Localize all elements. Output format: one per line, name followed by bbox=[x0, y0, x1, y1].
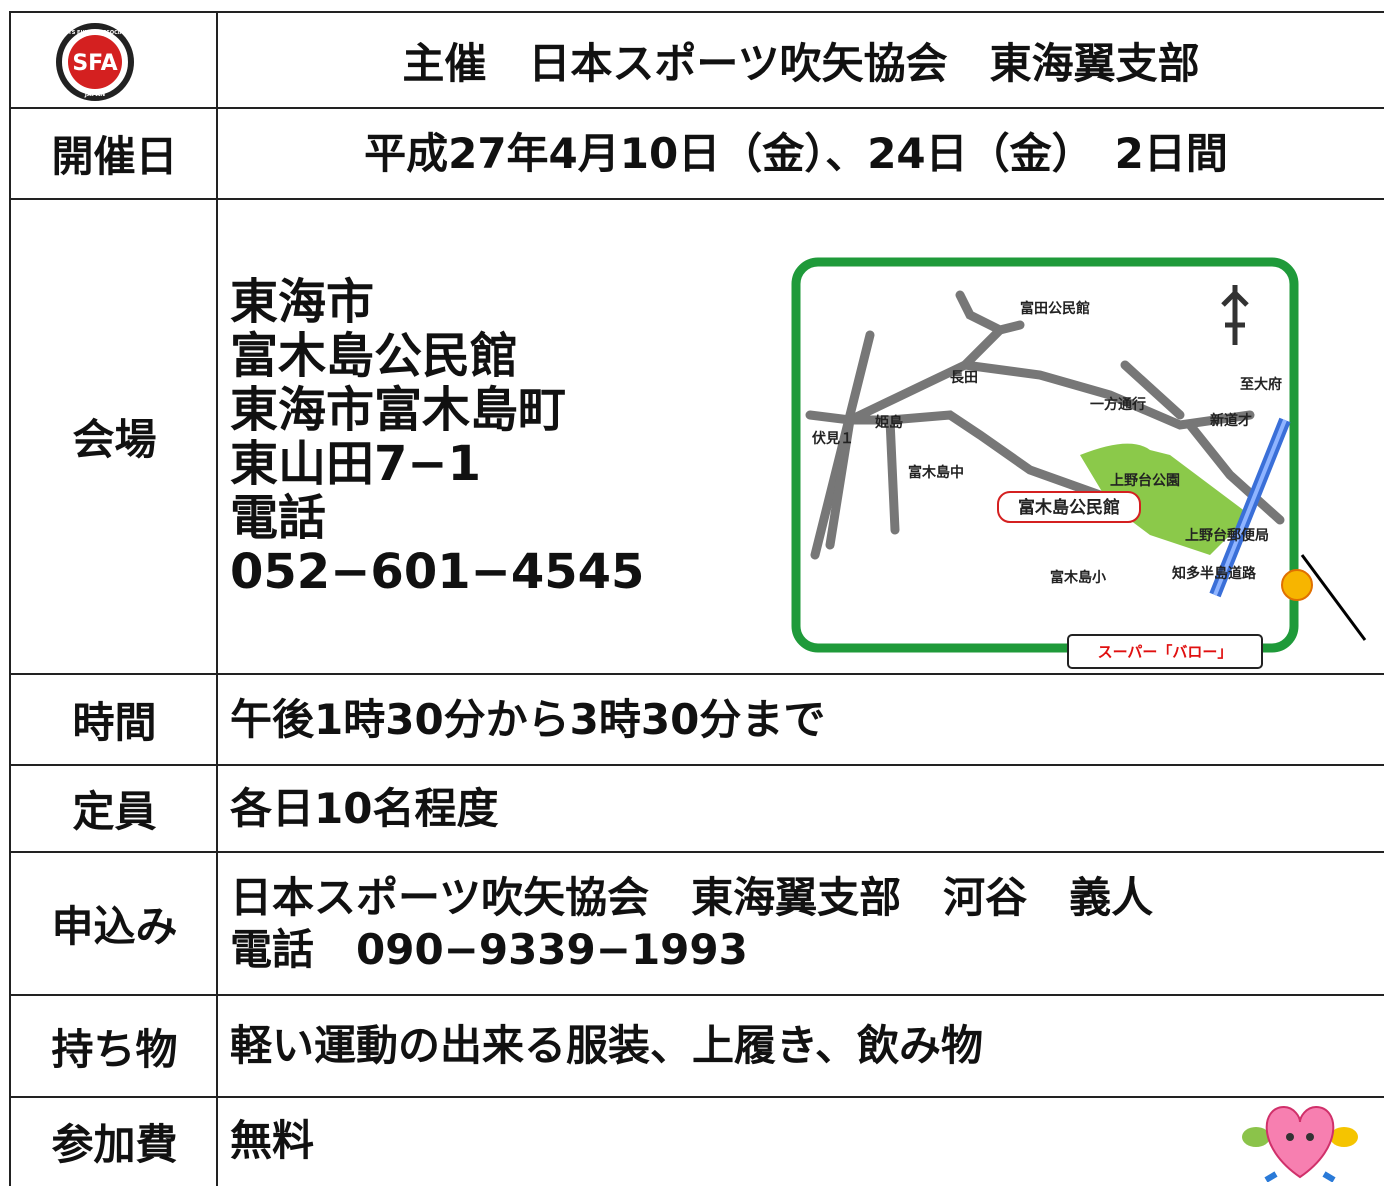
rule bbox=[9, 11, 11, 1186]
rule bbox=[10, 764, 1384, 766]
logo: SFA SPORTS FUKIYA ASSOCIATION JAPAN bbox=[53, 23, 137, 101]
row-value: 午後1時30分から3時30分まで bbox=[230, 675, 1374, 764]
row-label: 会場 bbox=[72, 415, 157, 464]
map-callout: スーパー「バロー」 bbox=[1098, 643, 1233, 661]
map-label: 伏見１ bbox=[812, 430, 854, 447]
map-label: 上野台郵便局 bbox=[1185, 527, 1269, 544]
row-label: 定員 bbox=[72, 787, 157, 836]
rule bbox=[10, 851, 1384, 853]
value-line: 東海市富木島町 bbox=[230, 381, 567, 438]
organizer: 主催 日本スポーツ吹矢協会 東海翼支部 bbox=[402, 38, 1200, 88]
value-line: 電話 090−9339−1993 bbox=[230, 924, 748, 974]
row-value: 日本スポーツ吹矢協会 東海翼支部 河谷 義人 電話 090−9339−1993 bbox=[230, 853, 1374, 994]
value-line: 東海市 bbox=[230, 273, 375, 330]
mascot bbox=[1242, 1105, 1358, 1182]
rule bbox=[10, 107, 1384, 109]
logo-mark: SFA bbox=[72, 51, 117, 76]
row-label: 時間 bbox=[72, 698, 157, 747]
rule bbox=[216, 11, 218, 1186]
value-line: 無料 bbox=[230, 1116, 315, 1165]
row-value: 東海市 富木島公民館 東海市富木島町 東山田7−1 電話 052−601−4545 bbox=[230, 200, 1374, 673]
value-line: 午後1時30分から3時30分まで bbox=[230, 694, 826, 744]
row-label: 参加費 bbox=[51, 1119, 178, 1169]
row-label: 持ち物 bbox=[51, 1024, 178, 1074]
map-label: 長田 bbox=[950, 370, 978, 386]
row-value: 平成27年4月10日（金）、24日（金） 2日間 bbox=[218, 109, 1374, 198]
value-line: 電話 bbox=[230, 489, 327, 546]
value-line: 富木島公民館 bbox=[230, 327, 519, 384]
value-line: 日本スポーツ吹矢協会 東海翼支部 河谷 義人 bbox=[230, 872, 1154, 922]
map-label: 新道才 bbox=[1210, 412, 1252, 429]
row-value: 各日10名程度 bbox=[230, 766, 1374, 851]
map-label: 上野台公園 bbox=[1110, 472, 1180, 489]
logo-ring: SPORTS FUKIYA ASSOCIATION bbox=[53, 30, 137, 36]
value-line: 軽い運動の出来る服装、上履き、飲み物 bbox=[230, 1021, 984, 1070]
value-line: 東山田7−1 bbox=[230, 435, 482, 492]
map-label: 一方通行 bbox=[1090, 396, 1146, 413]
row-label: 開催日 bbox=[51, 132, 178, 181]
logo-sub: JAPAN bbox=[84, 91, 105, 98]
row-label: 申込み bbox=[51, 902, 178, 951]
map-label: 至大府 bbox=[1240, 376, 1282, 393]
map-label: 富木島小 bbox=[1050, 569, 1106, 586]
row-value: 軽い運動の出来る服装、上履き、飲み物 bbox=[230, 996, 1374, 1096]
rule bbox=[10, 1096, 1384, 1098]
value-line: 052−601−4545 bbox=[230, 543, 645, 600]
rule bbox=[10, 11, 1384, 13]
map-label: 姫島 bbox=[875, 414, 903, 431]
map-highlight: 富木島公民館 bbox=[1018, 497, 1120, 518]
map-label: 富田公民館 bbox=[1020, 300, 1090, 317]
value-line: 各日10名程度 bbox=[230, 783, 499, 833]
map-label: 知多半島道路 bbox=[1172, 565, 1257, 582]
map-label: 富木島中 bbox=[908, 464, 964, 481]
value-line: 平成27年4月10日（金）、24日（金） 2日間 bbox=[364, 128, 1228, 178]
rule bbox=[10, 673, 1384, 675]
rule bbox=[10, 198, 1384, 200]
row-value: 無料 bbox=[230, 1098, 1374, 1184]
rule bbox=[10, 994, 1384, 996]
